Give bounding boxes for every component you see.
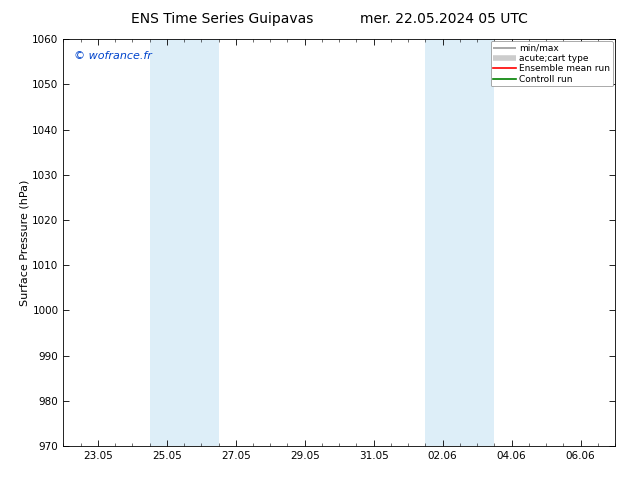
Bar (425, 39, 495, 446)
Legend: min/max, acute;cart type, Ensemble mean run, Controll run: min/max, acute;cart type, Ensemble mean … (491, 41, 613, 86)
Text: ENS Time Series Guipavas: ENS Time Series Guipavas (131, 12, 313, 26)
Text: mer. 22.05.2024 05 UTC: mer. 22.05.2024 05 UTC (360, 12, 527, 26)
Text: © wofrance.fr: © wofrance.fr (74, 51, 152, 61)
Bar (150, 39, 219, 446)
Y-axis label: Surface Pressure (hPa): Surface Pressure (hPa) (20, 179, 30, 306)
